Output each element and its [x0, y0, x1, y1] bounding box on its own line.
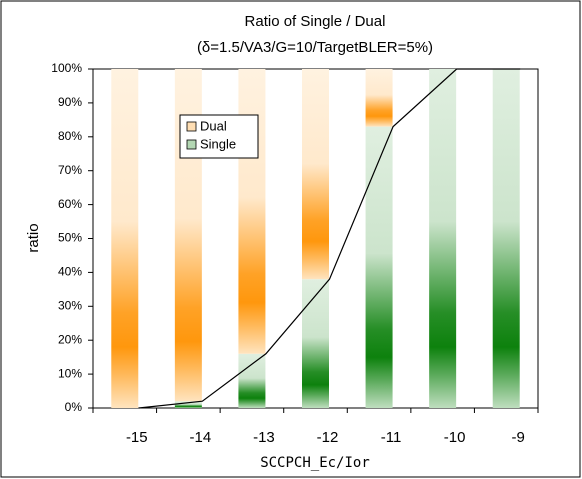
y-tick-label: 10% [58, 366, 82, 380]
y-axis-label: ratio [25, 223, 42, 252]
bar-segment [238, 69, 266, 354]
x-tick-label: -15 [126, 429, 148, 446]
y-tick-label: 60% [58, 197, 82, 211]
y-tick-label: 100% [51, 61, 82, 75]
y-tick-label: 30% [58, 298, 82, 312]
legend-label: Dual [200, 118, 227, 133]
bar-segment [365, 126, 393, 408]
x-tick-label: -10 [444, 429, 466, 446]
y-tick-label: 90% [58, 95, 82, 109]
y-tick-label: 50% [58, 231, 82, 245]
y-tick-label: 0% [65, 400, 83, 414]
bar-segment [238, 353, 266, 408]
x-axis-label: SCCPCH_Ec/Ior [260, 455, 370, 471]
bar-segment [302, 69, 329, 280]
x-tick-label: -14 [190, 429, 212, 446]
bar-segment [492, 69, 520, 408]
x-tick-label: -12 [317, 429, 339, 446]
bar-segment [365, 69, 393, 127]
x-tick-label: -11 [381, 429, 402, 446]
bar-segment [302, 279, 329, 408]
chart-subtitle: (δ=1.5/VA3/G=10/TargetBLER=5%) [197, 39, 433, 56]
chart-title: Ratio of Single / Dual [245, 13, 386, 30]
bar-segment [111, 69, 139, 408]
legend-label: Single [200, 136, 236, 151]
y-tick-label: 40% [58, 265, 82, 279]
bar-segment [429, 69, 457, 408]
x-tick-label: -13 [253, 429, 275, 446]
legend-swatch [186, 121, 197, 132]
y-tick-label: 80% [58, 129, 82, 143]
y-tick-label: 20% [58, 332, 82, 346]
legend-swatch [186, 139, 197, 150]
x-tick-label: -9 [512, 429, 525, 446]
bar-segment [174, 401, 202, 408]
y-tick-label: 70% [58, 163, 82, 177]
series-line [138, 68, 521, 409]
